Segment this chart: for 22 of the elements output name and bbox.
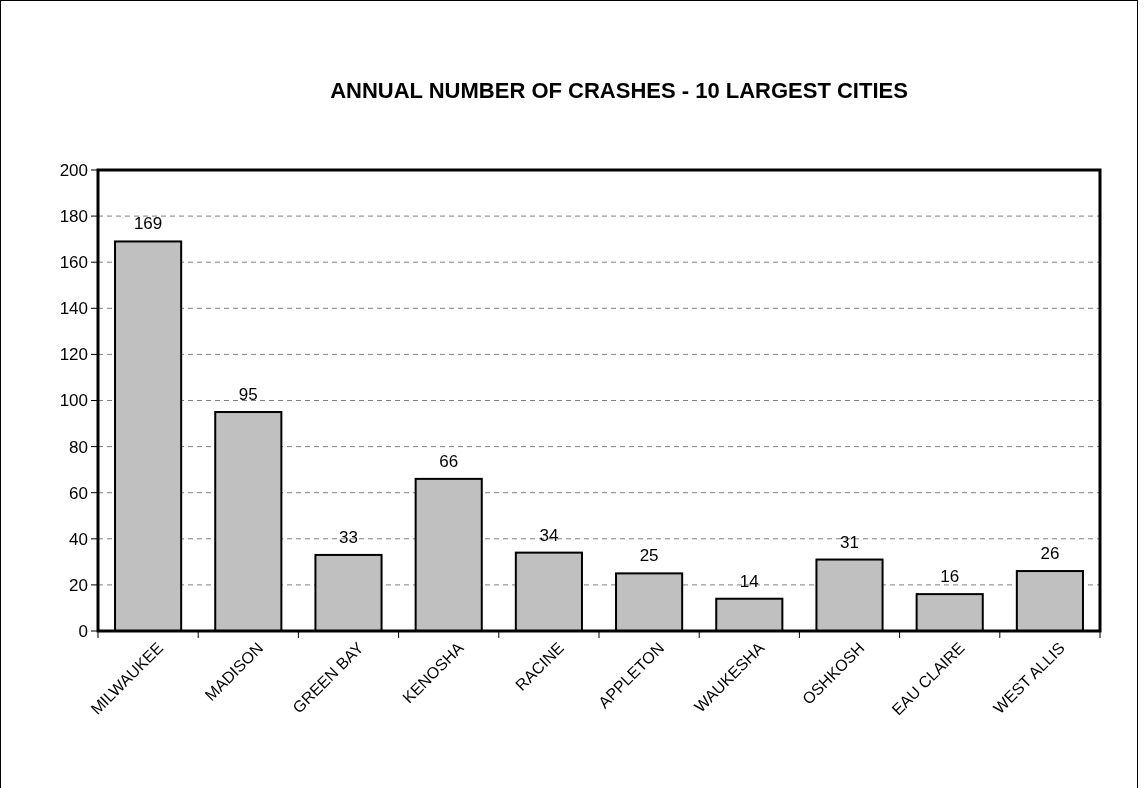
y-tick-label: 100 [59, 391, 88, 411]
y-tick-label: 20 [69, 575, 88, 595]
data-label: 95 [238, 385, 258, 405]
data-label: 25 [639, 546, 659, 566]
y-tick-label: 60 [69, 483, 88, 503]
data-label: 31 [840, 532, 859, 552]
data-label: 169 [133, 214, 163, 234]
data-label: 34 [539, 525, 559, 545]
y-tick-label: 200 [59, 160, 88, 180]
y-tick-label: 0 [78, 621, 88, 641]
y-tick-label: 120 [59, 345, 88, 365]
data-label: 26 [1040, 544, 1060, 564]
y-tick-label: 40 [69, 529, 88, 549]
y-tick-label: 80 [69, 437, 88, 457]
y-tick-label: 140 [59, 299, 88, 319]
chart-title: ANNUAL NUMBER OF CRASHES - 10 LARGEST CITIES [330, 78, 908, 103]
data-label: 66 [439, 451, 459, 471]
data-label: 33 [339, 527, 358, 547]
data-label: 16 [940, 567, 960, 587]
y-tick-label: 180 [59, 207, 88, 227]
data-label: 14 [739, 571, 759, 591]
y-tick-label: 160 [59, 253, 88, 273]
